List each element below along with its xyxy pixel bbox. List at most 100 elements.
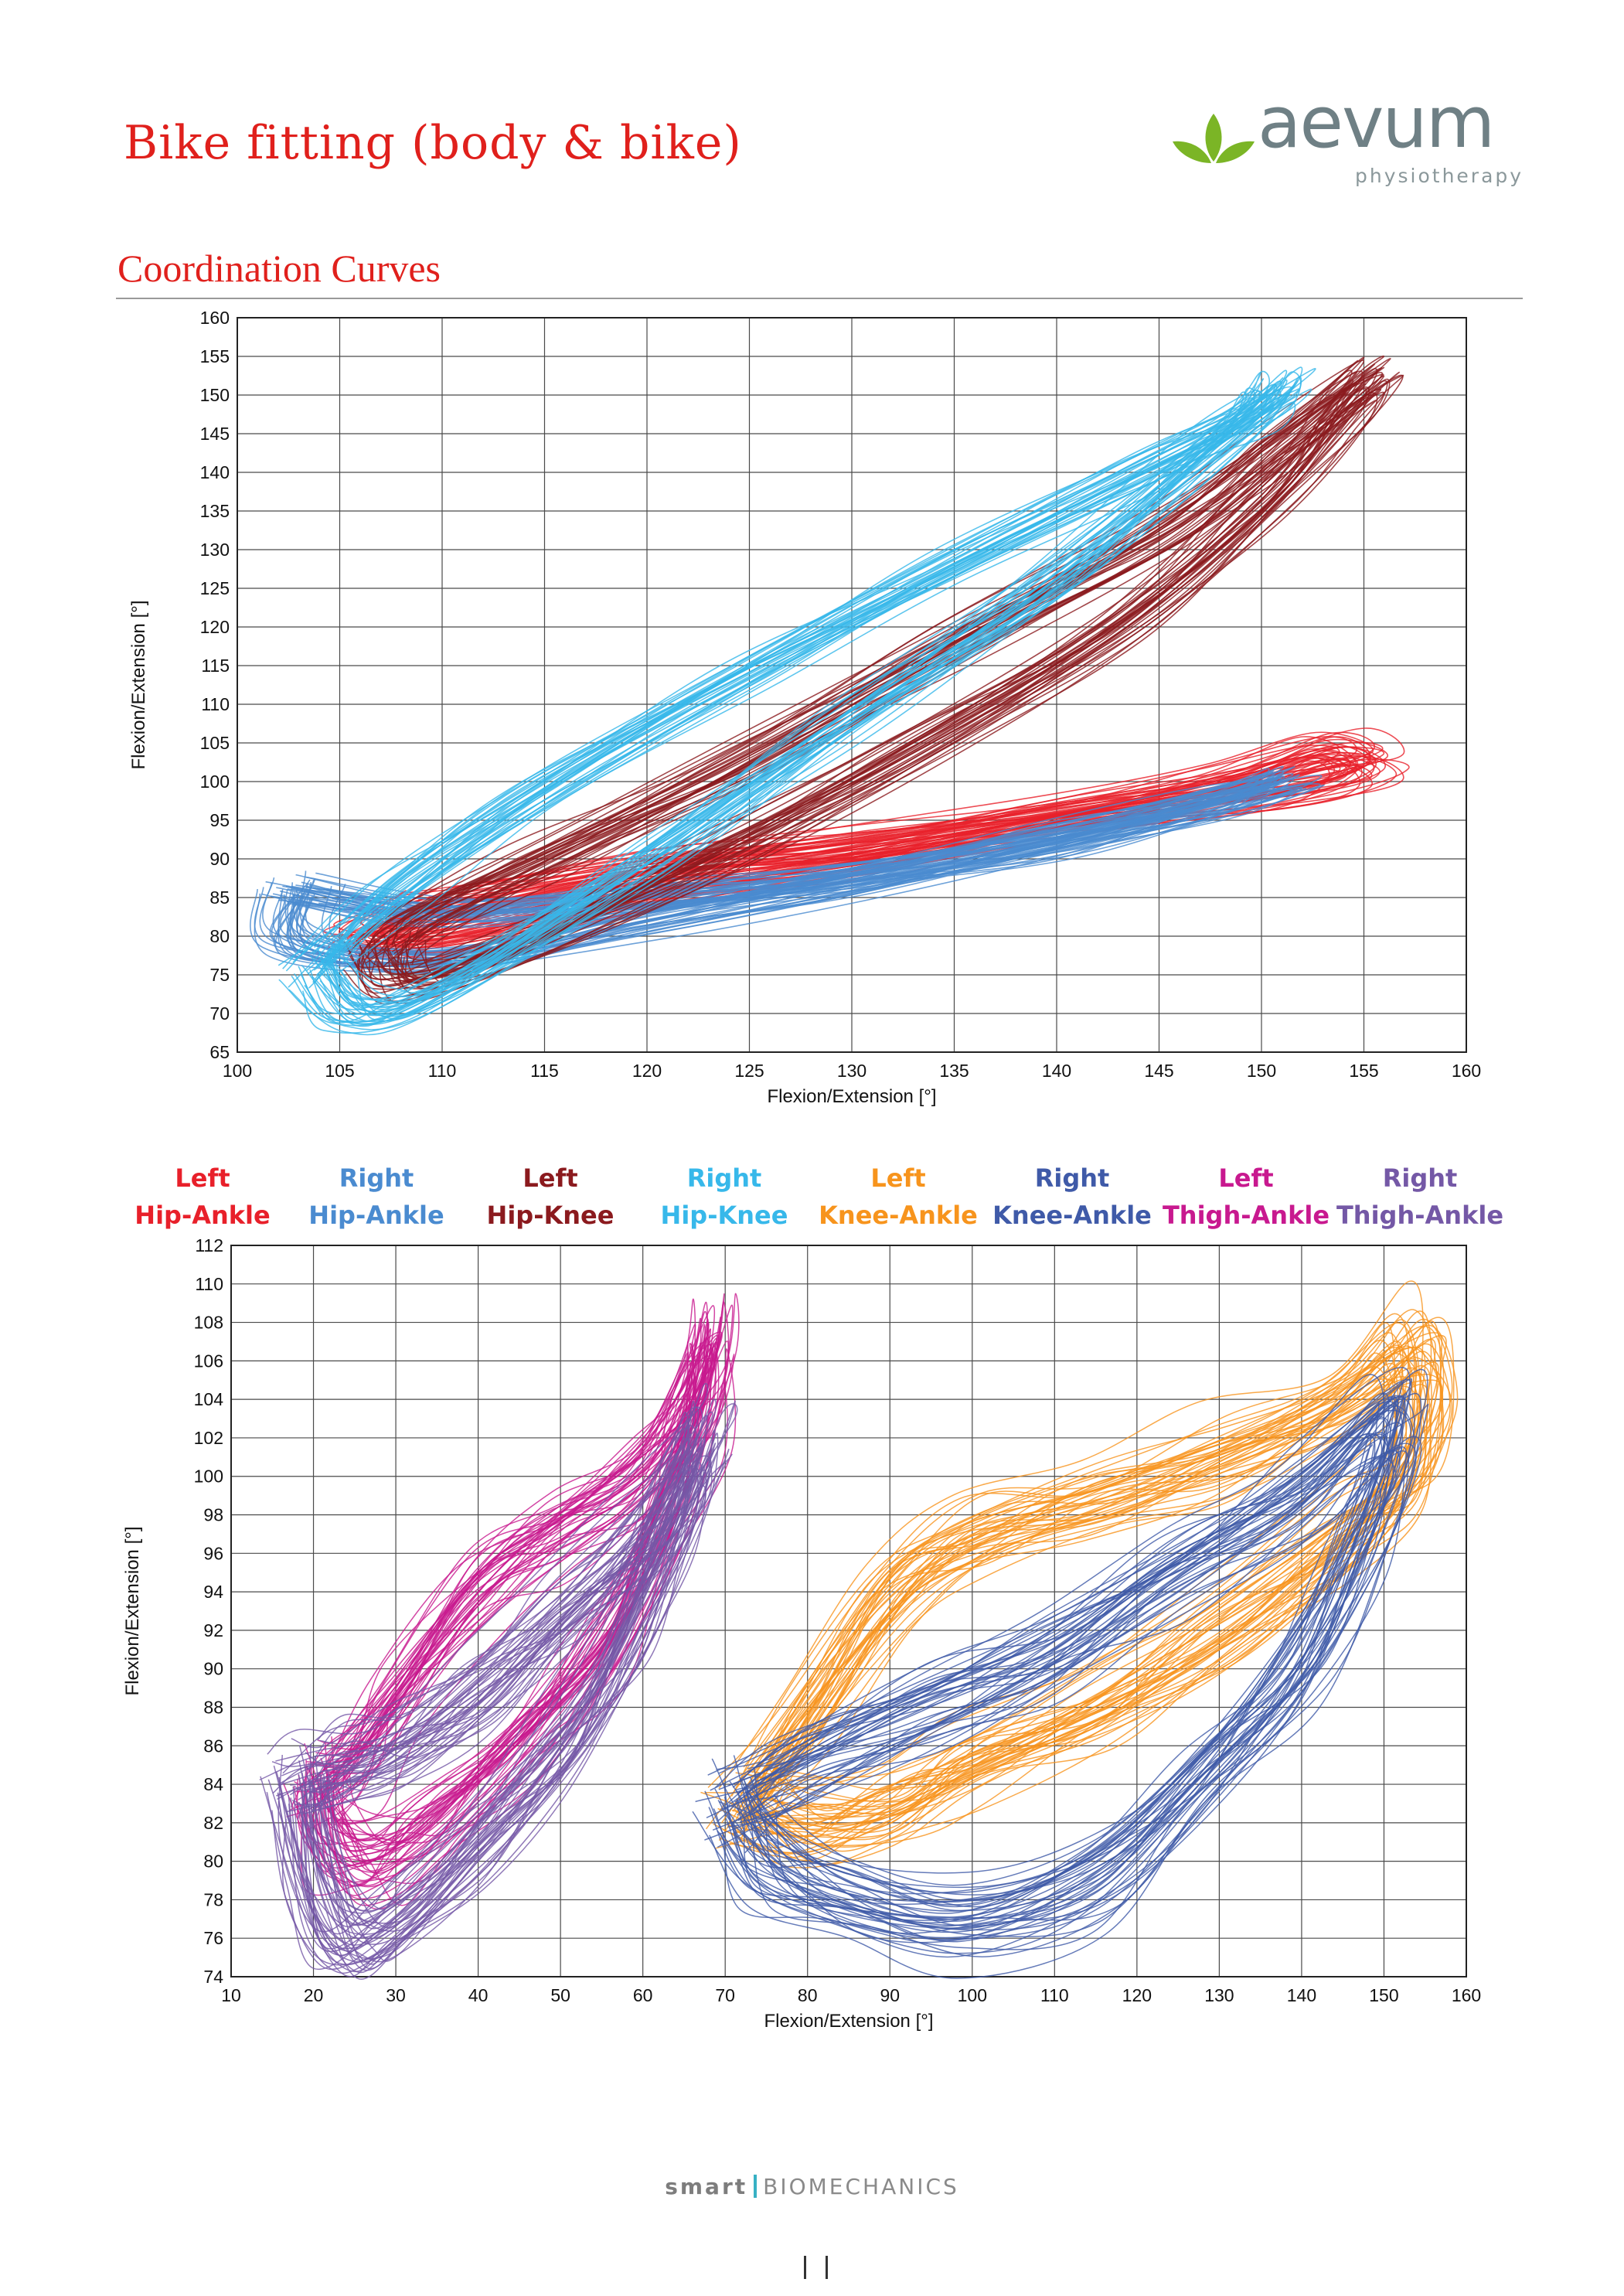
curve-trace <box>376 374 1404 1004</box>
curve-trace <box>740 1395 1406 1886</box>
curve-trace <box>737 1422 1402 1903</box>
curve-trace <box>372 373 1384 975</box>
x-tick-label: 100 <box>958 1985 987 2005</box>
legend-joint: Thigh-Ankle <box>1162 1201 1330 1230</box>
legend-joint: Thigh-Ankle <box>1336 1201 1504 1230</box>
curve-trace <box>713 1416 1391 1924</box>
curve-trace <box>750 1376 1422 1848</box>
x-tick-label: 115 <box>530 1061 559 1081</box>
y-tick-label: 155 <box>200 346 230 366</box>
aevum-logo: aevum physiotherapy <box>1171 87 1527 197</box>
x-tick-label: 100 <box>223 1061 252 1081</box>
x-axis-label: Flexion/Extension [°] <box>764 2011 933 2032</box>
curve-trace <box>750 1473 1382 1929</box>
legend-side: Left <box>870 1163 926 1193</box>
curve-trace <box>305 1329 711 1868</box>
x-tick-label: 120 <box>1122 1985 1152 2005</box>
curve-trace <box>761 1322 1398 1812</box>
y-axis-label: Flexion/Extension [°] <box>128 600 149 769</box>
curve-trace <box>349 372 1383 987</box>
y-tick-label: 88 <box>203 1697 223 1717</box>
y-tick-label: 110 <box>195 1274 223 1294</box>
y-tick-label: 84 <box>203 1774 223 1794</box>
x-tick-label: 150 <box>1247 1061 1276 1081</box>
legend-side: Left <box>175 1163 230 1193</box>
x-tick-label: 160 <box>1452 1985 1481 2005</box>
curve-trace <box>267 1382 709 1933</box>
curve-trace <box>729 1332 1443 1823</box>
curve-trace <box>275 1412 690 1950</box>
curve-trace <box>743 1444 1373 1933</box>
y-tick-label: 85 <box>209 887 230 908</box>
curve-trace <box>747 1313 1409 1779</box>
x-tick-label: 105 <box>325 1061 354 1081</box>
curve-trace <box>749 1396 1397 1889</box>
curve-trace <box>746 1368 1428 1895</box>
logo-subtitle: physiotherapy <box>1355 165 1524 187</box>
x-tick-label: 130 <box>837 1061 866 1081</box>
y-tick-label: 100 <box>200 772 230 792</box>
y-tick-label: 140 <box>200 462 230 482</box>
legend-side: Right <box>339 1163 414 1193</box>
x-tick-label: 140 <box>1042 1061 1071 1081</box>
legend-joint: Hip-Ankle <box>134 1201 271 1230</box>
curve-trace <box>305 1298 696 1846</box>
legend-joint: Hip-Ankle <box>308 1201 444 1230</box>
coordination-chart-ankle: 10 20 30 40 50 60 70 80 90 100 110 120 130 140 150 160 7… <box>122 1235 1481 2032</box>
series-left-knee-ankle <box>700 1280 1459 1868</box>
y-tick-label: 100 <box>194 1467 223 1487</box>
y-tick-label: 106 <box>194 1351 223 1371</box>
y-tick-label: 80 <box>209 926 230 946</box>
curve-trace <box>741 1358 1418 1824</box>
curve-trace <box>314 1411 713 1910</box>
legend-item: Right Hip-Ankle <box>284 1160 469 1234</box>
curve-trace <box>706 1447 1403 1950</box>
curve-trace <box>292 370 1288 1024</box>
leaf-icon <box>1173 114 1255 163</box>
y-tick-label: 120 <box>200 617 230 637</box>
coordination-chart-hip: 100 105 110 115 120 125 130 135 140 145 150 155 160 6… <box>128 308 1481 1107</box>
curve-trace <box>304 1301 708 1840</box>
y-tick-label: 92 <box>203 1620 223 1640</box>
footer-brand-bold: smart <box>665 2174 748 2199</box>
y-tick-label: 98 <box>203 1505 223 1525</box>
legend-item: Right Hip-Knee <box>632 1160 817 1234</box>
curve-trace <box>732 1381 1404 1908</box>
x-tick-label: 110 <box>1040 1985 1069 2005</box>
y-tick-label: 74 <box>203 1967 223 1987</box>
footer-brand-light: BIOMECHANICS <box>763 2174 959 2199</box>
curve-trace <box>764 1346 1426 1820</box>
curve-trace <box>302 1484 707 1980</box>
curve-trace <box>714 1343 1451 1849</box>
x-tick-label: 140 <box>1287 1985 1316 2005</box>
legend-joint: Hip-Knee <box>486 1201 615 1230</box>
curve-trace <box>726 1317 1455 1839</box>
y-tick-label: 160 <box>200 308 230 328</box>
curve-trace <box>352 356 1365 970</box>
y-tick-label: 65 <box>209 1042 230 1062</box>
curve-trace <box>769 1347 1419 1802</box>
curve-trace <box>329 404 1275 1004</box>
curve-trace <box>710 1409 1412 1939</box>
curve-trace <box>721 1310 1432 1848</box>
y-tick-label: 130 <box>200 540 230 560</box>
curve-trace <box>317 1462 702 1932</box>
curve-trace <box>322 383 1276 1007</box>
brand-separator <box>754 2175 758 2198</box>
y-tick-label: 86 <box>203 1736 223 1756</box>
x-tick-label: 60 <box>633 1985 653 2005</box>
curve-trace <box>381 374 1404 979</box>
y-tick-label: 95 <box>209 810 230 830</box>
curve-trace <box>707 1367 1411 1906</box>
curve-trace <box>291 1429 716 1965</box>
x-tick-label: 145 <box>1144 1061 1173 1081</box>
x-tick-label: 80 <box>798 1985 818 2005</box>
curve-trace <box>761 1385 1426 1852</box>
curve-trace <box>325 379 1288 1008</box>
curve-trace <box>314 391 1248 1006</box>
curve-trace <box>302 1318 710 1848</box>
legend-item: Right Knee-Ankle <box>979 1160 1165 1234</box>
curve-trace <box>277 377 1284 1024</box>
curve-trace <box>366 355 1384 988</box>
y-tick-label: 115 <box>201 656 230 676</box>
